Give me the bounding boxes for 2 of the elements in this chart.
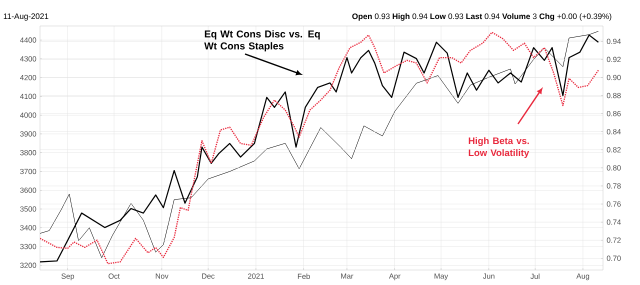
text: High Beta vs. Low Volatility (468, 137, 530, 158)
text: Eq Wt Cons Disc vs. Eq Wt Cons Staples (204, 30, 320, 52)
